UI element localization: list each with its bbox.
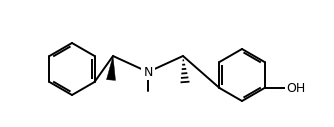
Polygon shape bbox=[107, 56, 116, 80]
Text: N: N bbox=[143, 66, 153, 78]
Text: OH: OH bbox=[287, 82, 306, 94]
